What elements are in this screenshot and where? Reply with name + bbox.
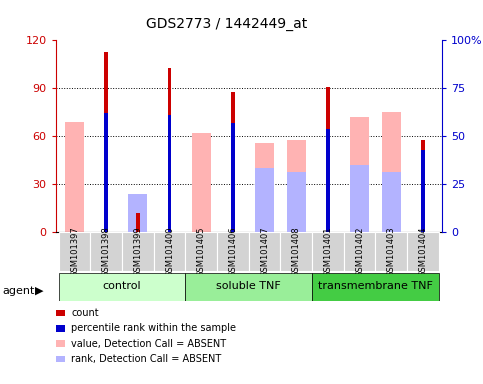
Bar xyxy=(344,232,375,271)
Bar xyxy=(128,194,147,232)
Bar xyxy=(65,122,84,232)
Bar xyxy=(312,232,344,271)
Text: GSM101405: GSM101405 xyxy=(197,226,206,277)
Bar xyxy=(192,133,211,232)
Bar xyxy=(407,232,439,271)
Text: count: count xyxy=(71,308,99,318)
Bar xyxy=(185,273,312,301)
Text: rank, Detection Call = ABSENT: rank, Detection Call = ABSENT xyxy=(71,354,221,364)
Bar xyxy=(375,232,407,271)
Text: GSM101407: GSM101407 xyxy=(260,226,269,277)
Text: GSM101408: GSM101408 xyxy=(292,226,301,277)
Text: value, Detection Call = ABSENT: value, Detection Call = ABSENT xyxy=(71,339,226,349)
Text: soluble TNF: soluble TNF xyxy=(216,281,281,291)
Text: GSM101404: GSM101404 xyxy=(418,226,427,277)
Text: GDS2773 / 1442449_at: GDS2773 / 1442449_at xyxy=(146,17,308,31)
Bar xyxy=(168,68,171,232)
Bar xyxy=(287,172,306,232)
Bar xyxy=(421,139,425,232)
Text: GSM101406: GSM101406 xyxy=(228,226,238,277)
Bar xyxy=(168,115,171,232)
Text: percentile rank within the sample: percentile rank within the sample xyxy=(71,323,236,333)
Bar xyxy=(59,273,185,301)
Text: ▶: ▶ xyxy=(35,286,44,296)
Bar xyxy=(128,213,147,232)
Bar xyxy=(326,87,330,232)
Bar xyxy=(90,232,122,271)
Bar xyxy=(255,143,274,232)
Bar xyxy=(59,232,90,271)
Bar xyxy=(231,123,235,232)
Text: GSM101401: GSM101401 xyxy=(324,226,332,277)
Bar xyxy=(122,232,154,271)
Bar xyxy=(281,232,312,271)
Bar xyxy=(382,172,401,232)
Text: agent: agent xyxy=(2,286,35,296)
Text: GSM101397: GSM101397 xyxy=(70,226,79,277)
Bar xyxy=(312,273,439,301)
Bar xyxy=(350,165,369,232)
Bar xyxy=(136,213,140,232)
Bar xyxy=(249,232,281,271)
Bar xyxy=(287,139,306,232)
Text: GSM101399: GSM101399 xyxy=(133,226,142,277)
Bar xyxy=(421,150,425,232)
Text: control: control xyxy=(103,281,142,291)
Bar xyxy=(185,232,217,271)
Text: GSM101403: GSM101403 xyxy=(387,226,396,277)
Text: transmembrane TNF: transmembrane TNF xyxy=(318,281,433,291)
Bar xyxy=(382,112,401,232)
Bar xyxy=(350,117,369,232)
Bar xyxy=(326,129,330,232)
Text: GSM101398: GSM101398 xyxy=(102,226,111,277)
Bar xyxy=(104,51,108,232)
Text: GSM101402: GSM101402 xyxy=(355,226,364,277)
Bar xyxy=(104,113,108,232)
Text: GSM101400: GSM101400 xyxy=(165,226,174,277)
Bar xyxy=(217,232,249,271)
Bar xyxy=(154,232,185,271)
Bar xyxy=(231,91,235,232)
Bar xyxy=(255,168,274,232)
